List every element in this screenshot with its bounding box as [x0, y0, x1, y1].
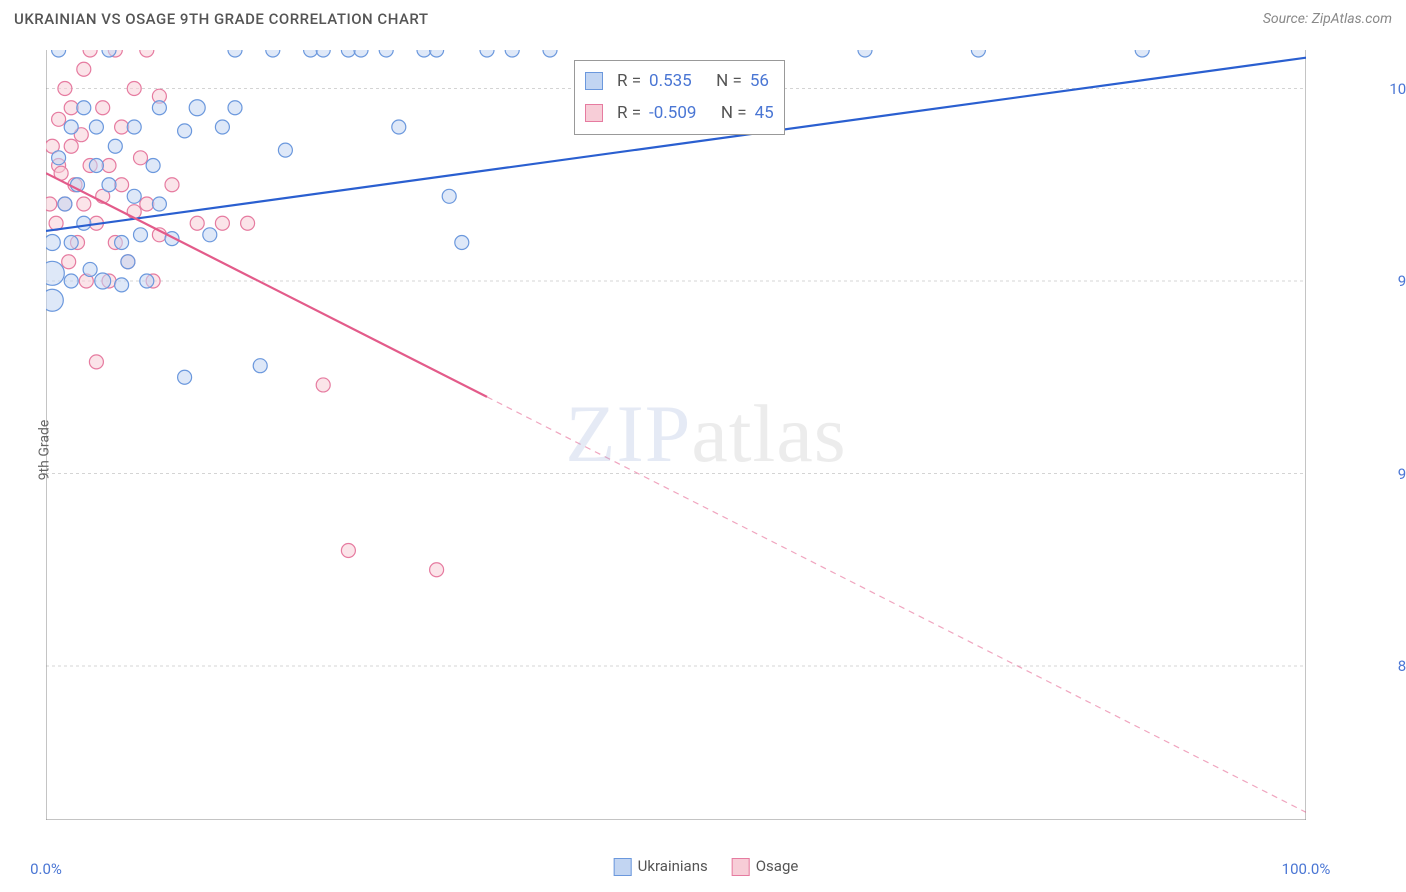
stat-row: R = 0.535 N = 56 [585, 65, 774, 97]
series-legend: Ukrainians Osage [614, 857, 799, 876]
legend-item-ukrainians: Ukrainians [614, 857, 708, 876]
swatch-icon [585, 72, 603, 90]
chart-container: 9th Grade ZIPatlas R = 0.535 N = 56R = -… [46, 50, 1366, 850]
chart-title: UKRAINIAN VS OSAGE 9TH GRADE CORRELATION… [14, 10, 429, 28]
scatter-plot [46, 50, 1306, 820]
y-tick-label: 85.0% [1398, 657, 1406, 675]
y-axis-label: 9th Grade [36, 420, 52, 481]
swatch-icon [585, 104, 603, 122]
legend-item-osage: Osage [732, 857, 799, 876]
swatch-icon [732, 858, 750, 876]
chart-source: Source: ZipAtlas.com [1263, 11, 1392, 27]
correlation-legend: R = 0.535 N = 56R = -0.509 N = 45 [574, 60, 785, 135]
x-tick-label: 100.0% [1282, 860, 1331, 878]
stat-row: R = -0.509 N = 45 [585, 97, 774, 129]
y-tick-label: 95.0% [1398, 272, 1406, 290]
swatch-icon [614, 858, 632, 876]
y-tick-label: 100.0% [1389, 80, 1406, 98]
x-tick-label: 0.0% [30, 860, 62, 878]
y-tick-label: 90.0% [1398, 465, 1406, 483]
